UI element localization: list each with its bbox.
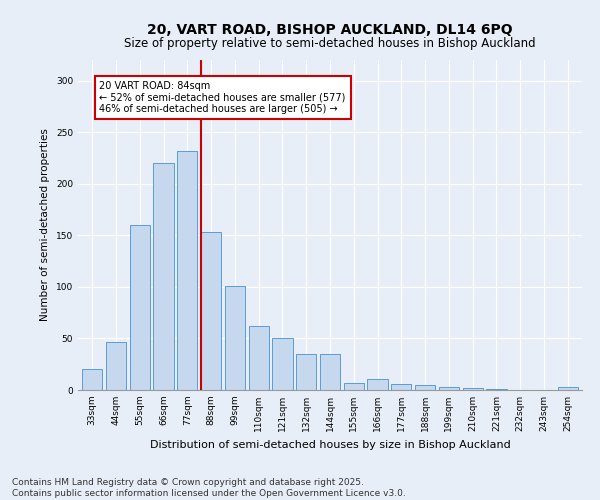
- Bar: [201, 232, 221, 390]
- Bar: [82, 370, 103, 390]
- Y-axis label: Number of semi-detached properties: Number of semi-detached properties: [40, 128, 50, 322]
- Bar: [177, 151, 197, 390]
- Bar: [320, 354, 340, 390]
- Bar: [557, 387, 578, 390]
- Bar: [367, 378, 388, 390]
- Bar: [272, 338, 293, 390]
- Text: Size of property relative to semi-detached houses in Bishop Auckland: Size of property relative to semi-detach…: [124, 38, 536, 51]
- Bar: [487, 389, 506, 390]
- X-axis label: Distribution of semi-detached houses by size in Bishop Auckland: Distribution of semi-detached houses by …: [149, 440, 511, 450]
- Bar: [106, 342, 126, 390]
- Bar: [391, 384, 412, 390]
- Bar: [344, 383, 364, 390]
- Bar: [415, 385, 435, 390]
- Text: Contains HM Land Registry data © Crown copyright and database right 2025.
Contai: Contains HM Land Registry data © Crown c…: [12, 478, 406, 498]
- Text: 20, VART ROAD, BISHOP AUCKLAND, DL14 6PQ: 20, VART ROAD, BISHOP AUCKLAND, DL14 6PQ: [147, 22, 513, 36]
- Bar: [463, 388, 483, 390]
- Bar: [296, 354, 316, 390]
- Bar: [439, 387, 459, 390]
- Bar: [154, 163, 173, 390]
- Bar: [225, 286, 245, 390]
- Bar: [248, 326, 269, 390]
- Bar: [130, 225, 150, 390]
- Text: 20 VART ROAD: 84sqm
← 52% of semi-detached houses are smaller (577)
46% of semi-: 20 VART ROAD: 84sqm ← 52% of semi-detach…: [100, 80, 346, 114]
